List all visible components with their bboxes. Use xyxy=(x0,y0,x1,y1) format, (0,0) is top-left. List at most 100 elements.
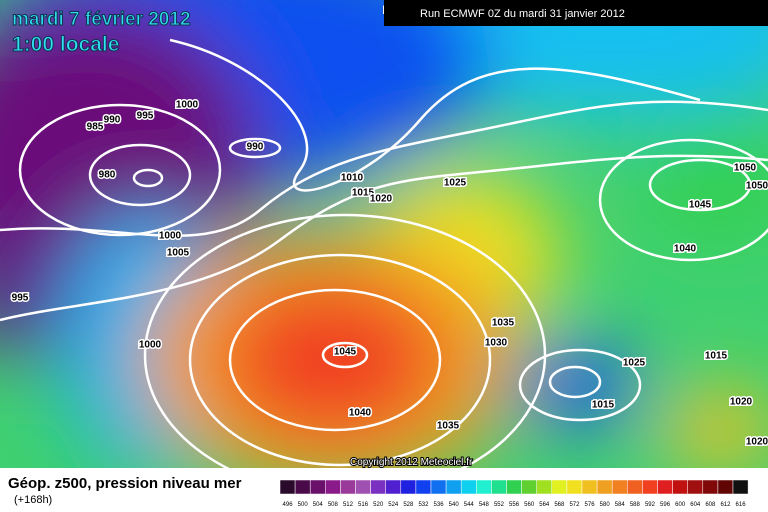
scale-label: 616 xyxy=(736,502,747,508)
scale-swatch xyxy=(445,479,462,495)
isobar-label: 995 xyxy=(137,111,154,122)
scale-label: 504 xyxy=(313,502,324,508)
scale-swatch xyxy=(596,479,613,495)
isobar-label: 1045 xyxy=(334,347,357,358)
scale-swatch xyxy=(581,479,598,495)
scale-label: 596 xyxy=(660,502,671,508)
scale-swatch xyxy=(642,479,658,495)
isobar-label: 1015 xyxy=(352,188,375,199)
isobar-label: 1000 xyxy=(139,340,162,351)
scale-swatch xyxy=(340,479,356,495)
scale-label: 524 xyxy=(388,502,399,508)
isobar-label: 980 xyxy=(99,170,116,181)
color-scale: 496 500 504 508 512 516 520 524 528 532 536 540 544 5… xyxy=(279,479,749,508)
scale-label: 536 xyxy=(434,502,445,508)
isobar-label: 1000 xyxy=(176,100,199,111)
scale-swatch xyxy=(279,479,296,495)
scale-label: 512 xyxy=(343,502,354,508)
isobar-label: 985 xyxy=(87,122,104,133)
scale-swatch xyxy=(551,479,568,495)
scale-label: 532 xyxy=(418,502,429,508)
scale-swatch xyxy=(717,479,734,495)
scale-label: 544 xyxy=(464,502,475,508)
forecast-date: mardi 7 février 2012 xyxy=(12,9,191,30)
scale-label: 548 xyxy=(479,502,490,508)
isobar-label: 1020 xyxy=(370,194,393,205)
scale-swatch xyxy=(687,479,704,495)
scale-label: 568 xyxy=(554,502,565,508)
scale-label: 608 xyxy=(705,502,716,508)
scale-swatch xyxy=(415,479,432,495)
isobar-label: 995 xyxy=(12,293,29,304)
scale-label: 508 xyxy=(328,502,339,508)
isobar-label: 990 xyxy=(247,142,264,153)
scale-label: 588 xyxy=(630,502,641,508)
scale-label: 580 xyxy=(600,502,611,508)
scale-label: 572 xyxy=(569,502,580,508)
scale-swatch xyxy=(627,479,643,495)
scale-swatch xyxy=(702,479,719,495)
scale-swatch xyxy=(309,479,326,495)
scale-label: 604 xyxy=(690,502,701,508)
scale-label: 552 xyxy=(494,502,505,508)
isobar-label: 1015 xyxy=(592,400,615,411)
isobar-label: 1050 xyxy=(734,163,757,174)
copyright: Copyright 2012 Meteociel.fr xyxy=(350,457,473,468)
isobar-label: 1020 xyxy=(746,437,768,448)
isobar-label: 1025 xyxy=(444,178,467,189)
scale-label: 520 xyxy=(373,502,384,508)
scale-swatch xyxy=(672,479,688,495)
scale-label: 496 xyxy=(283,502,294,508)
scale-label: 556 xyxy=(509,502,520,508)
map: 1005100098599099598099010101015102010251… xyxy=(0,0,768,468)
scale-swatch xyxy=(430,479,447,495)
run-info: Run ECMWF 0Z du mardi 31 janvier 2012 xyxy=(420,8,625,20)
forecast-time: 1:00 locale xyxy=(12,33,119,56)
scale-swatch xyxy=(294,479,311,495)
scale-label: 612 xyxy=(720,502,731,508)
isobar-label: 1045 xyxy=(689,200,712,211)
isobar-label: 990 xyxy=(104,115,121,126)
isobar-label: 1030 xyxy=(485,338,508,349)
scale-swatch xyxy=(491,479,507,495)
scale-swatch xyxy=(566,479,583,495)
footer-lead: (+168h) xyxy=(14,494,52,506)
isobar-label: 1015 xyxy=(705,351,728,362)
scale-swatch xyxy=(370,479,386,495)
isobar-label: 1025 xyxy=(623,358,646,369)
scale-label: 576 xyxy=(585,502,596,508)
scale-label: 592 xyxy=(645,502,656,508)
scale-swatch xyxy=(400,479,417,495)
scale-label: 540 xyxy=(449,502,460,508)
scale-label: 560 xyxy=(524,502,535,508)
isobar-label: 1010 xyxy=(341,173,364,184)
scale-swatch xyxy=(506,479,522,495)
scale-swatch xyxy=(732,479,749,495)
isobar-label: 1005 xyxy=(167,248,190,259)
footer-title: Géop. z500, pression niveau mer xyxy=(8,475,242,492)
isobar-label: 1020 xyxy=(730,397,753,408)
scale-label: 564 xyxy=(539,502,550,508)
scale-label: 500 xyxy=(298,502,309,508)
scale-swatch xyxy=(611,479,628,495)
isobar-label: 1050 xyxy=(746,181,768,192)
scale-swatch xyxy=(536,479,553,495)
isobars xyxy=(0,38,768,468)
scale-label: 516 xyxy=(358,502,369,508)
scale-swatch xyxy=(521,479,537,495)
isobar-label: 1000 xyxy=(159,231,182,242)
scale-swatch xyxy=(476,479,492,495)
isobar-label: 1035 xyxy=(437,421,460,432)
scale-swatch xyxy=(657,479,673,495)
scale-label: 600 xyxy=(675,502,686,508)
scale-label: 528 xyxy=(403,502,414,508)
scale-swatch xyxy=(385,479,402,495)
isobar-label: 1040 xyxy=(349,408,372,419)
scale-swatch xyxy=(355,479,371,495)
isobar-label: 1035 xyxy=(492,318,515,329)
scale-label: 584 xyxy=(615,502,626,508)
scale-swatch xyxy=(325,479,341,495)
isobar-label: 1040 xyxy=(674,244,697,255)
scale-swatch xyxy=(460,479,477,495)
